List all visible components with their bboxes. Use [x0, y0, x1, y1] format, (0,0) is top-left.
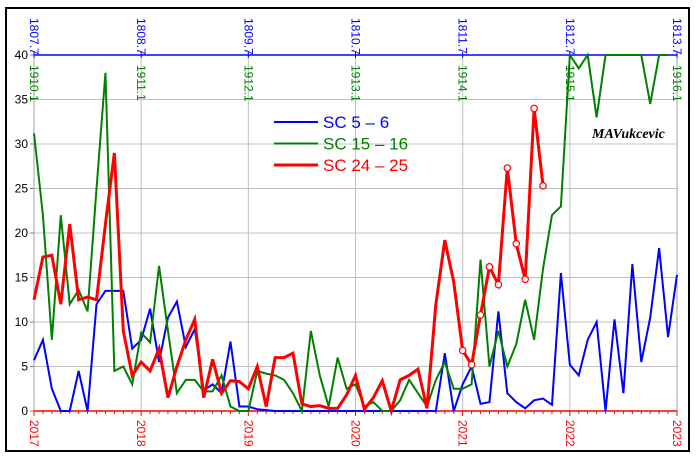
top-tick-label-green: 1910.1	[27, 65, 41, 102]
x-tick-label: 2019	[241, 420, 255, 447]
legend-label: SC 24 – 25	[323, 156, 408, 175]
data-point-marker	[503, 164, 512, 172]
legend-label: SC 15 – 16	[323, 135, 408, 154]
data-point-marker	[485, 263, 494, 271]
y-tick-label: 15	[15, 271, 29, 285]
top-tick-label-blue: 1808.7	[134, 18, 148, 55]
watermark: MAVukcevic	[591, 127, 666, 142]
series-line-1	[33, 248, 678, 412]
x-tick-label: 2017	[27, 420, 41, 447]
legend-label: SC 5 – 6	[323, 113, 389, 132]
series-lines	[32, 51, 678, 417]
x-tick-label: 2021	[456, 420, 470, 447]
top-tick-label-blue: 1809.7	[241, 18, 255, 55]
top-tick-label-blue: 1813.7	[670, 18, 684, 55]
axes: 0 5 10 15 20 25 30 35 40 2017 2018 2019 2020 2021 2022…	[15, 18, 684, 447]
data-point-marker	[512, 239, 521, 248]
data-point-marker	[476, 311, 485, 319]
y-tick-label: 20	[15, 226, 29, 240]
data-point-marker	[539, 182, 547, 190]
x-tick-label: 2018	[134, 420, 148, 447]
y-tick-label: 10	[15, 315, 29, 329]
data-point-marker	[530, 104, 538, 113]
top-tick-label-green: 1912.1	[241, 65, 255, 102]
data-point-marker	[494, 280, 503, 289]
top-tick-label-green: 1914.1	[456, 65, 470, 102]
y-tick-label: 5	[21, 360, 28, 374]
top-tick-label-blue: 1810.7	[349, 18, 363, 55]
top-tick-label-green: 1913.1	[349, 65, 363, 102]
top-tick-label-green: 1915.1	[563, 65, 577, 102]
data-point-marker	[458, 346, 467, 355]
x-tick-label: 2022	[563, 420, 577, 447]
top-tick-label-blue: 1807.7	[27, 18, 41, 55]
grid	[34, 55, 677, 411]
x-tick-label: 2020	[349, 420, 363, 447]
y-tick-label: 30	[15, 137, 29, 151]
y-tick-label: 0	[21, 404, 28, 418]
y-tick-label: 25	[15, 182, 29, 196]
series-line-3	[32, 108, 545, 417]
data-point-marker	[467, 360, 476, 369]
y-tick-label: 35	[15, 93, 29, 107]
top-tick-label-green: 1911.1	[134, 65, 148, 101]
top-tick-label-green: 1916.1	[670, 65, 684, 102]
chart-frame	[5, 7, 690, 452]
top-tick-label-blue: 1811.7	[456, 18, 470, 54]
top-tick-label-blue: 1812.7	[563, 18, 577, 55]
y-tick-label: 40	[15, 48, 29, 62]
legend: SC 5 – 6 SC 15 – 16 SC 24 – 25	[274, 113, 408, 175]
x-tick-label: 2023	[670, 420, 684, 447]
data-point-marker	[521, 275, 529, 284]
